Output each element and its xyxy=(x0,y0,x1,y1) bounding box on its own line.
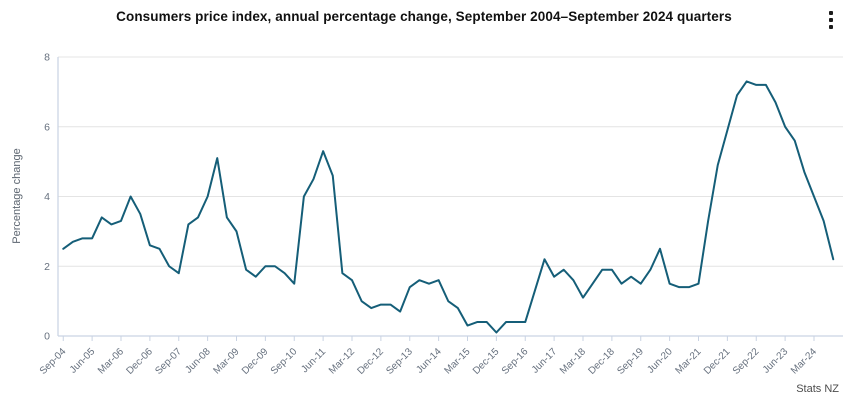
x-tick-label: Dec-12 xyxy=(355,346,386,377)
x-tick-label: Jun-11 xyxy=(299,346,328,375)
x-tick-label: Jun-23 xyxy=(761,346,791,376)
x-tick-label: Mar-15 xyxy=(442,346,472,376)
x-tick-label: Mar-21 xyxy=(673,346,703,376)
x-tick-label: Jun-05 xyxy=(68,346,98,376)
x-tick-label: Dec-15 xyxy=(471,346,502,377)
x-tick-label: Jun-17 xyxy=(530,346,560,376)
x-tick-label: Dec-18 xyxy=(586,346,617,377)
x-tick-label: Sep-10 xyxy=(269,346,300,377)
x-tick-label: Mar-09 xyxy=(211,346,241,376)
y-axis-title: Percentage change xyxy=(11,148,23,244)
kebab-dot xyxy=(829,18,833,22)
y-tick-label: 8 xyxy=(44,52,50,64)
x-tick-label: Mar-24 xyxy=(789,346,819,376)
y-tick-label: 0 xyxy=(44,331,50,343)
kebab-dot xyxy=(829,25,833,29)
x-tick-label: Jun-08 xyxy=(183,346,213,376)
x-tick-label: Sep-13 xyxy=(384,346,415,377)
chart-title: Consumers price index, annual percentage… xyxy=(116,9,732,24)
kebab-dot xyxy=(829,11,833,15)
x-tick-label: Sep-22 xyxy=(731,346,762,377)
cpi-line-series xyxy=(62,80,835,334)
x-tick-label: Mar-12 xyxy=(327,346,357,376)
x-tick-label: Mar-18 xyxy=(558,346,588,376)
y-tick-label: 2 xyxy=(44,261,50,273)
kebab-menu-icon[interactable] xyxy=(823,9,839,31)
x-tick-label: Mar-06 xyxy=(96,346,126,376)
x-tick-label: Sep-07 xyxy=(153,346,184,377)
attribution-text: Stats NZ xyxy=(796,383,839,395)
y-tick-label: 4 xyxy=(44,191,50,203)
x-tick-label: Sep-04 xyxy=(38,346,69,377)
x-tick-label: Dec-09 xyxy=(240,346,271,377)
x-tick-label: Sep-19 xyxy=(615,346,646,377)
x-tick-label: Jun-14 xyxy=(414,346,444,376)
y-tick-label: 6 xyxy=(44,121,50,133)
x-tick-label: Dec-06 xyxy=(124,346,155,377)
x-tick-label: Dec-21 xyxy=(702,346,733,377)
x-tick-label: Sep-16 xyxy=(500,346,531,377)
x-tick-label: Jun-20 xyxy=(645,346,675,376)
